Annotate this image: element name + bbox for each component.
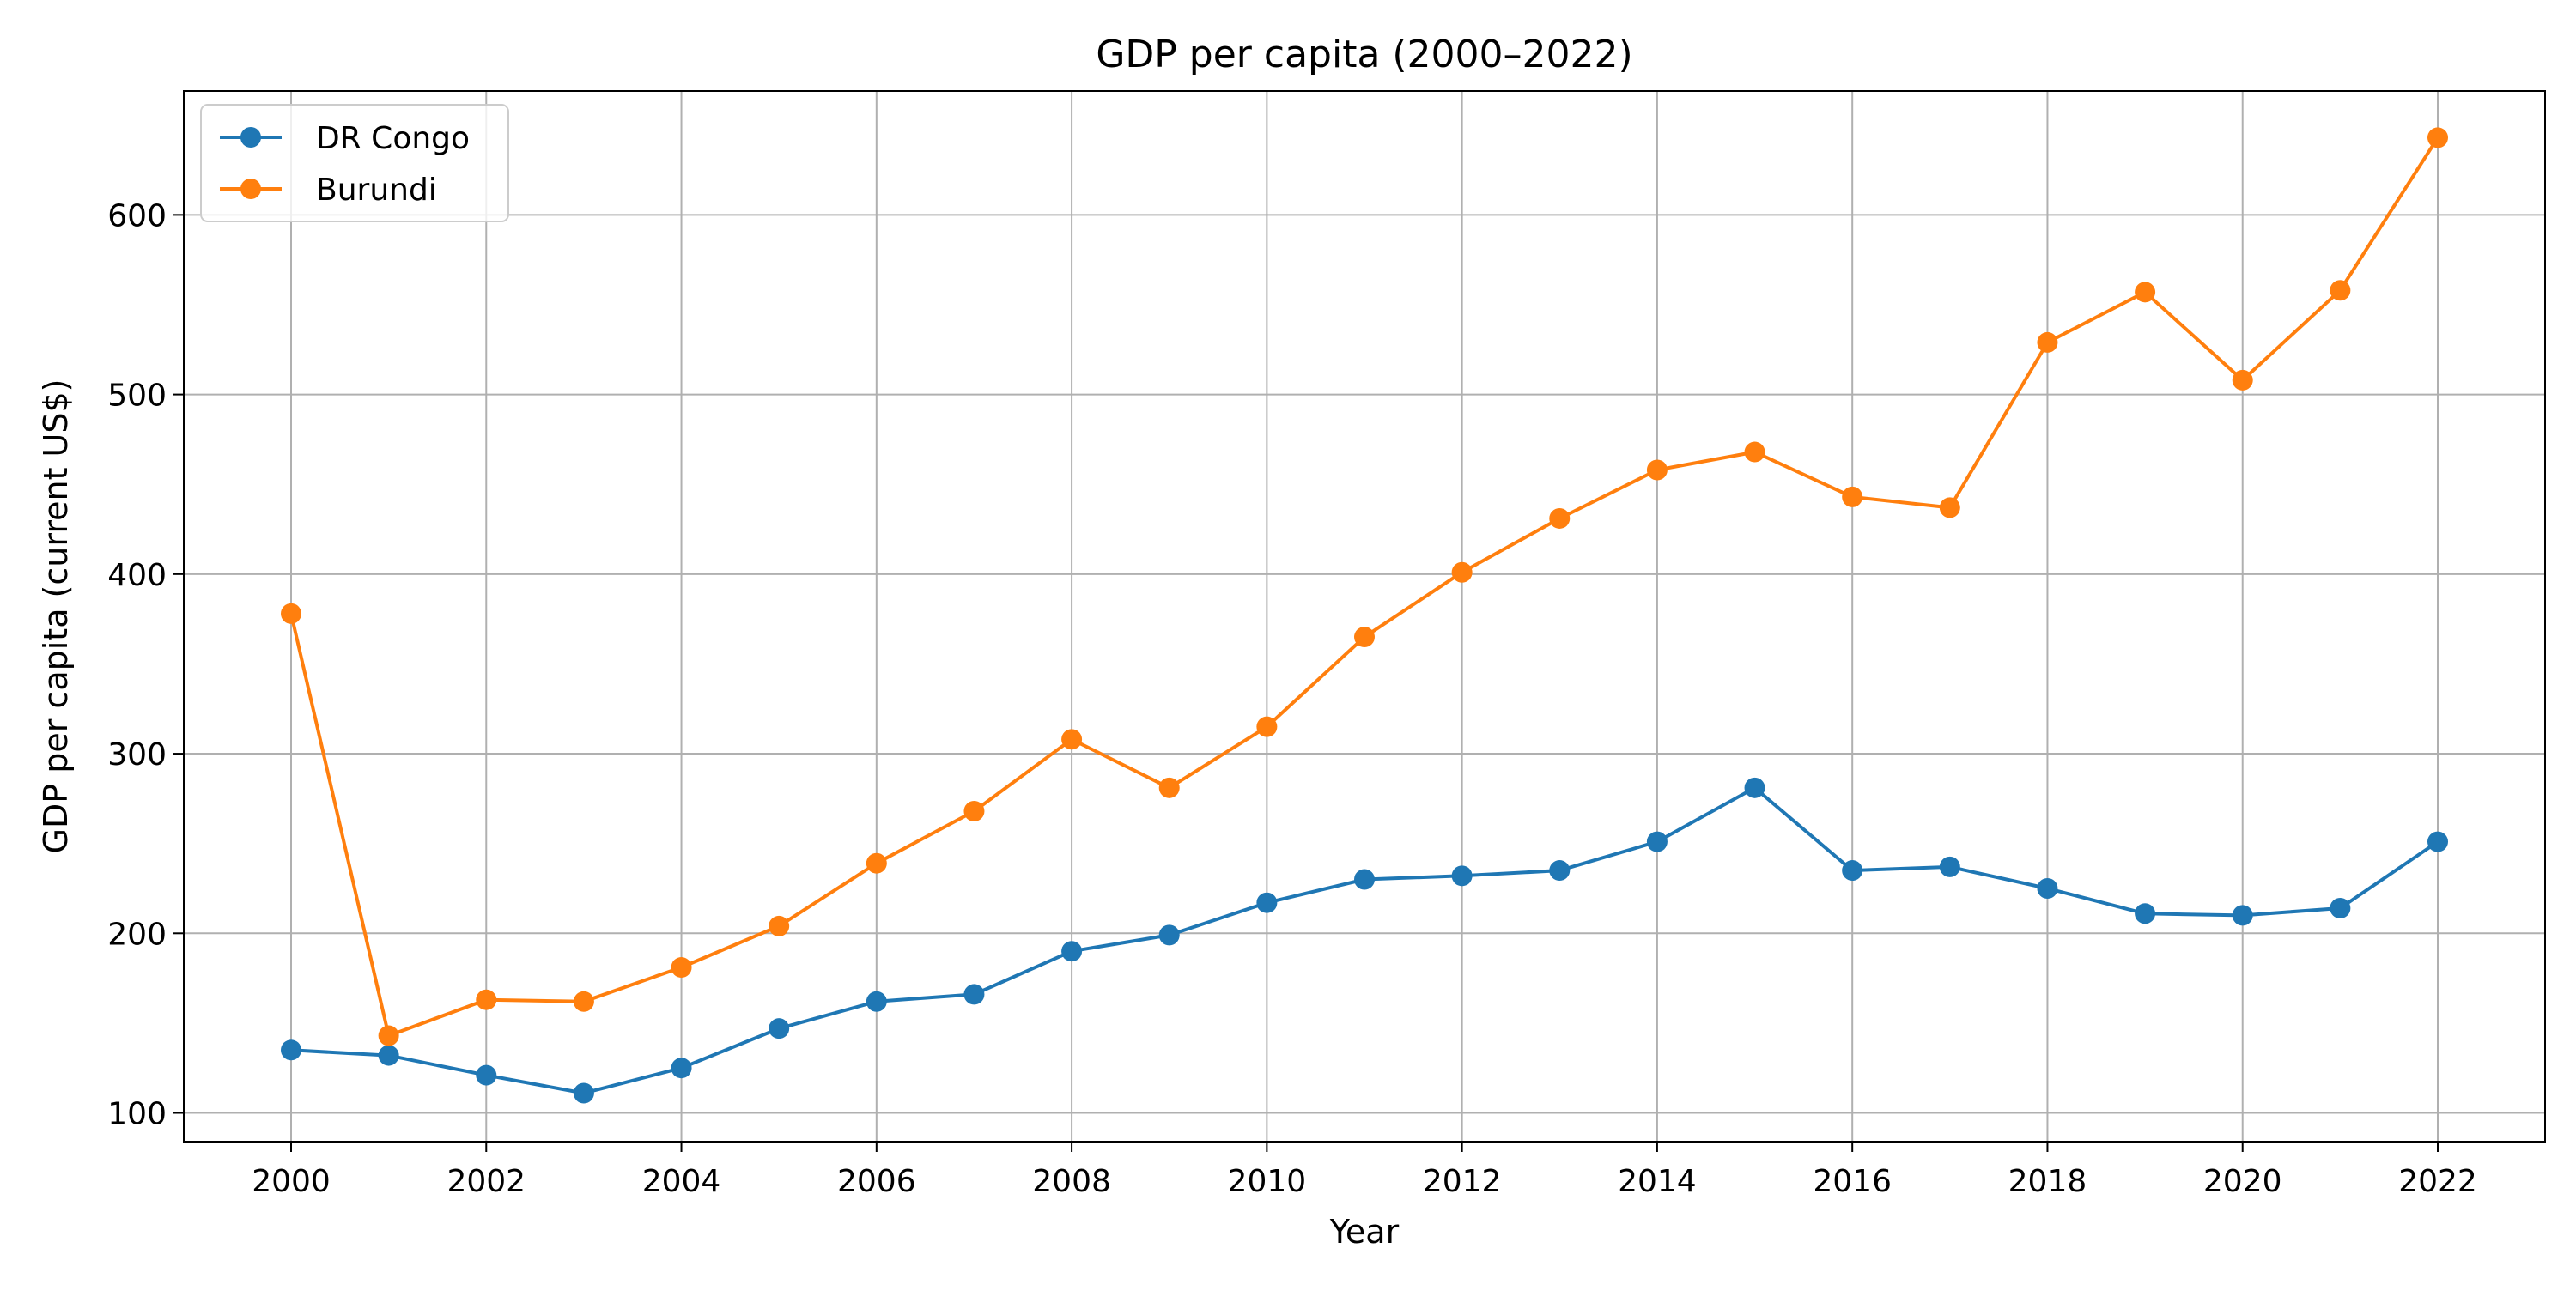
- data-point-dr-congo: [671, 1058, 692, 1079]
- x-tick-label: 2010: [1228, 1164, 1307, 1199]
- x-tick-label: 2014: [1618, 1164, 1697, 1199]
- legend-label-burundi: Burundi: [316, 173, 437, 208]
- data-point-burundi: [866, 852, 887, 874]
- x-tick-label: 2006: [837, 1164, 916, 1199]
- data-point-dr-congo: [573, 1082, 594, 1104]
- x-tick-label: 2008: [1032, 1164, 1111, 1199]
- data-point-dr-congo: [1451, 865, 1473, 887]
- data-point-burundi: [963, 801, 985, 822]
- y-tick-label: 500: [107, 379, 167, 414]
- y-tick-label: 200: [107, 917, 167, 952]
- data-point-burundi: [1256, 716, 1278, 737]
- data-point-dr-congo: [1158, 924, 1180, 946]
- data-point-burundi: [2427, 127, 2448, 148]
- chart-title: GDP per capita (2000–2022): [1096, 33, 1632, 76]
- data-point-dr-congo: [1842, 860, 1863, 882]
- data-point-dr-congo: [2232, 905, 2253, 926]
- x-tick-label: 2004: [642, 1164, 721, 1199]
- data-point-dr-congo: [1744, 777, 1765, 798]
- series-burundi: [281, 127, 2448, 1046]
- data-point-dr-congo: [2135, 903, 2156, 924]
- legend-marker-dr-congo: [240, 127, 261, 148]
- series-layer: [281, 127, 2448, 1104]
- data-point-dr-congo: [2427, 831, 2448, 852]
- data-point-dr-congo: [2037, 877, 2058, 899]
- y-tick-label: 400: [107, 558, 167, 593]
- data-point-dr-congo: [378, 1045, 399, 1066]
- data-point-dr-congo: [1549, 860, 1571, 882]
- data-point-dr-congo: [1939, 856, 1960, 877]
- data-point-burundi: [378, 1025, 399, 1046]
- x-tick-label: 2016: [1813, 1164, 1892, 1199]
- legend: DR Congo Burundi: [200, 104, 509, 222]
- data-point-burundi: [1158, 777, 1180, 798]
- y-tick-label: 300: [107, 737, 167, 773]
- axis-ticks: 2000 2002 2004 2006 2008 2010 2012 2014 2016 2018…: [107, 198, 2477, 1199]
- data-point-dr-congo: [476, 1064, 497, 1086]
- legend-label-dr-congo: DR Congo: [316, 121, 470, 156]
- data-point-burundi: [1744, 441, 1765, 463]
- x-tick-label: 2000: [252, 1164, 331, 1199]
- data-point-burundi: [1549, 507, 1571, 529]
- legend-box: [200, 104, 509, 222]
- data-point-burundi: [1939, 497, 1960, 518]
- data-point-burundi: [1061, 729, 1083, 750]
- data-point-burundi: [476, 989, 497, 1010]
- x-tick-label: 2022: [2398, 1164, 2477, 1199]
- grid: [184, 91, 2545, 1142]
- data-point-burundi: [2330, 280, 2351, 301]
- x-tick-label: 2020: [2203, 1164, 2282, 1199]
- data-point-dr-congo: [1061, 941, 1083, 962]
- legend-items: DR Congo Burundi: [220, 121, 470, 208]
- x-axis-label: Year: [1329, 1213, 1400, 1251]
- data-point-dr-congo: [1646, 831, 1668, 852]
- legend-item-burundi: Burundi: [220, 173, 437, 208]
- data-point-burundi: [573, 991, 594, 1012]
- plot-frame: [183, 90, 2546, 1143]
- data-point-dr-congo: [1256, 892, 1278, 913]
- x-tick-label: 2018: [2008, 1164, 2087, 1199]
- x-tick-label: 2012: [1423, 1164, 1502, 1199]
- data-point-burundi: [1842, 486, 1863, 507]
- data-point-burundi: [2135, 282, 2156, 303]
- data-point-burundi: [671, 957, 692, 979]
- x-tick-label: 2002: [447, 1164, 526, 1199]
- data-point-dr-congo: [1354, 869, 1375, 890]
- data-point-dr-congo: [866, 991, 887, 1012]
- data-point-dr-congo: [963, 984, 985, 1005]
- data-point-burundi: [281, 603, 301, 624]
- data-point-dr-congo: [2330, 898, 2351, 918]
- data-point-dr-congo: [281, 1039, 301, 1061]
- data-point-burundi: [1646, 459, 1668, 481]
- y-tick-label: 600: [107, 198, 167, 233]
- data-point-burundi: [2232, 369, 2253, 391]
- data-point-burundi: [2037, 331, 2058, 353]
- y-axis-label: GDP per capita (current US$): [37, 379, 75, 854]
- legend-item-dr-congo: DR Congo: [220, 121, 470, 156]
- y-tick-label: 100: [107, 1097, 167, 1132]
- data-point-burundi: [1354, 627, 1375, 648]
- series-dr-congo: [281, 777, 2448, 1104]
- legend-marker-burundi: [240, 179, 261, 199]
- data-point-burundi: [1451, 561, 1473, 583]
- data-point-burundi: [769, 915, 790, 936]
- data-point-dr-congo: [769, 1018, 790, 1039]
